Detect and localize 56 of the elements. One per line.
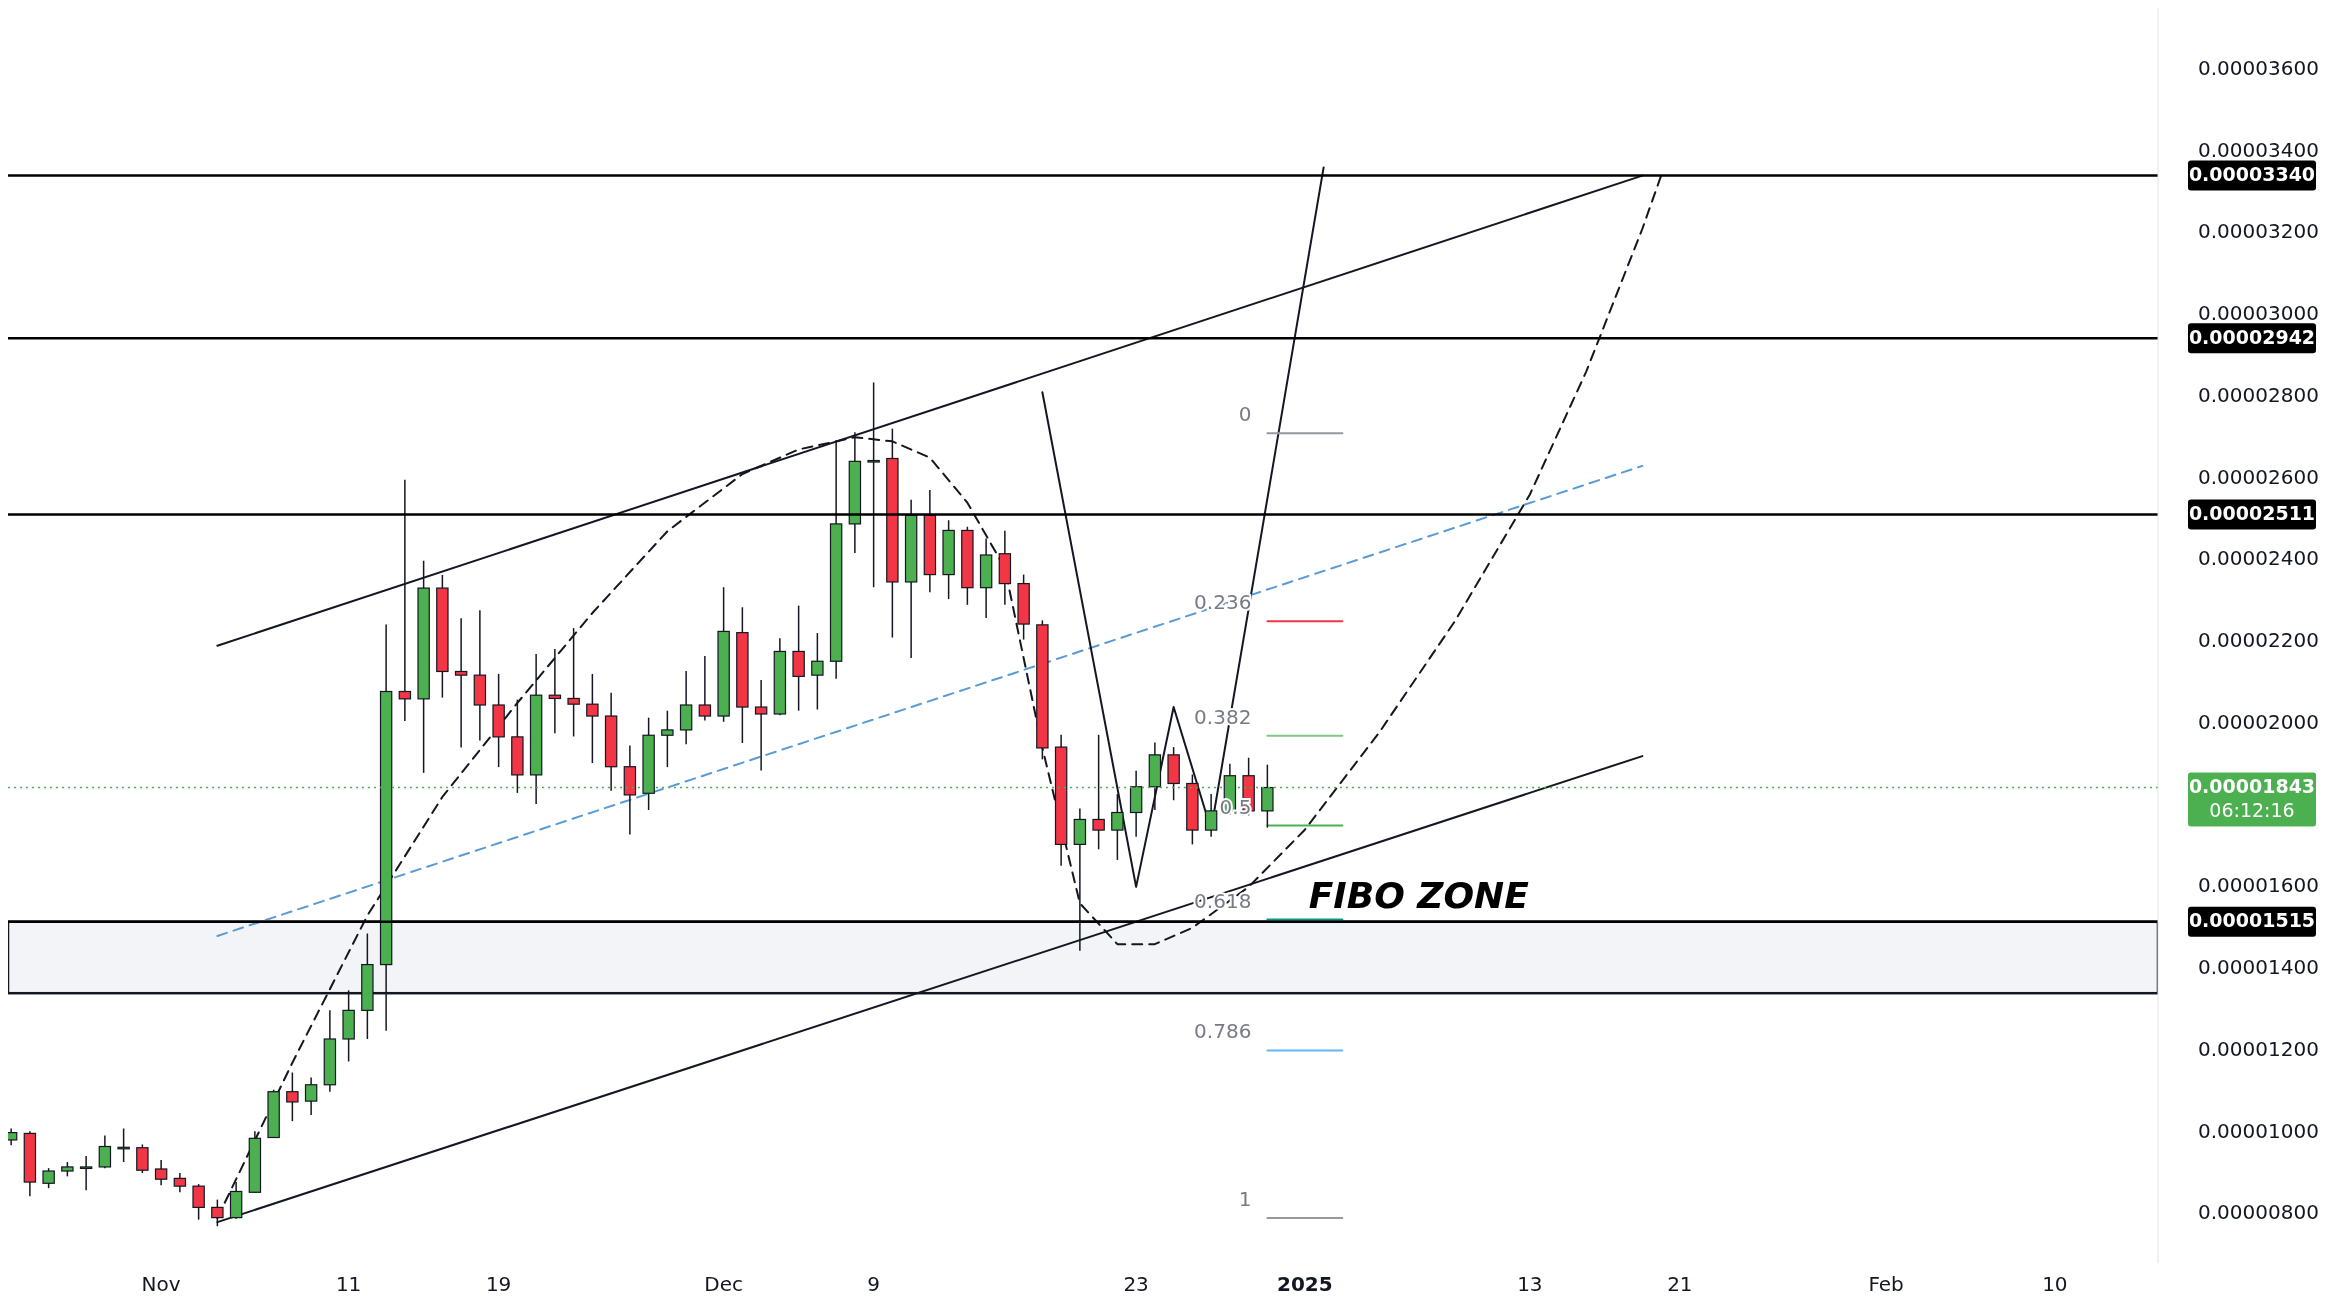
x-tick-label: 10 — [2042, 1272, 2068, 1296]
x-tick-label: 2025 — [1277, 1272, 1333, 1296]
x-tick-label: 21 — [1667, 1272, 1693, 1296]
ref-line-label: 0.00001515 — [2188, 909, 2316, 932]
y-tick-label: 0.00003200 — [2198, 219, 2319, 244]
y-tick-label: 0.00003400 — [2198, 137, 2319, 162]
x-tick-label: 13 — [1517, 1272, 1543, 1296]
candlestick — [98, 1134, 112, 1169]
ref-line-label: 0.00002511 — [2188, 502, 2316, 524]
x-tick-label: Dec — [704, 1272, 743, 1296]
y-tick-label: 0.00003000 — [2198, 301, 2319, 326]
annotation: 0.5 — [1219, 794, 1252, 819]
ref-line-label: 0.00002942 — [2188, 325, 2316, 348]
y-tick-label: 0.00001400 — [2198, 955, 2319, 980]
y-tick-label: 0.00002400 — [2198, 546, 2319, 571]
candlestick — [698, 655, 712, 722]
annotation: 0.786 — [1194, 1019, 1252, 1044]
y-tick-label: 0.00001600 — [2198, 873, 2319, 898]
annotation: 0 — [1238, 402, 1252, 427]
candlestick — [173, 1172, 187, 1194]
candlestick — [661, 709, 674, 768]
candlestick — [586, 673, 599, 764]
x-tick-label: Feb — [1868, 1272, 1904, 1296]
ref-line-label: 0.00001843 — [2188, 775, 2316, 798]
candlestick — [1092, 734, 1105, 851]
x-tick-label: Nov — [141, 1272, 181, 1296]
y-tick-label: 0.00002000 — [2198, 709, 2319, 734]
candlestick — [79, 1155, 93, 1191]
x-tick-label: 23 — [1123, 1272, 1149, 1296]
ref-line-label: 0.00003340 — [2188, 163, 2316, 186]
candlestick — [136, 1143, 149, 1174]
candlestick — [867, 381, 880, 589]
y-tick-label: 0.00002200 — [2198, 628, 2319, 653]
y-tick-label: 0.00002800 — [2198, 382, 2319, 407]
y-tick-label: 0.00000800 — [2198, 1200, 2319, 1225]
y-tick-label: 0.00001000 — [2198, 1118, 2319, 1143]
candlestick — [42, 1167, 55, 1189]
candlestick — [1204, 793, 1218, 838]
candlestick — [567, 627, 580, 738]
band-label: FIBO ZONE — [1308, 874, 1530, 916]
text: 06:12:16 — [2209, 799, 2295, 822]
candlestick — [454, 617, 468, 749]
candlestick — [286, 1071, 299, 1122]
candlestick — [304, 1076, 318, 1116]
x-tick-label: 9 — [867, 1272, 880, 1296]
candlestick — [154, 1159, 168, 1187]
y-tick-label: 0.00001200 — [2198, 1036, 2319, 1061]
candlestick — [1111, 793, 1124, 861]
y-tick-label: 0.00003600 — [2198, 55, 2319, 80]
annotation: 1 — [1238, 1187, 1252, 1212]
candlestick — [811, 632, 824, 711]
candlestick — [754, 679, 768, 772]
candlestick — [192, 1183, 205, 1221]
y-tick-label: 0.00002600 — [2198, 464, 2319, 489]
x-tick-label: 11 — [335, 1272, 362, 1296]
x-tick-label: 19 — [485, 1272, 512, 1296]
